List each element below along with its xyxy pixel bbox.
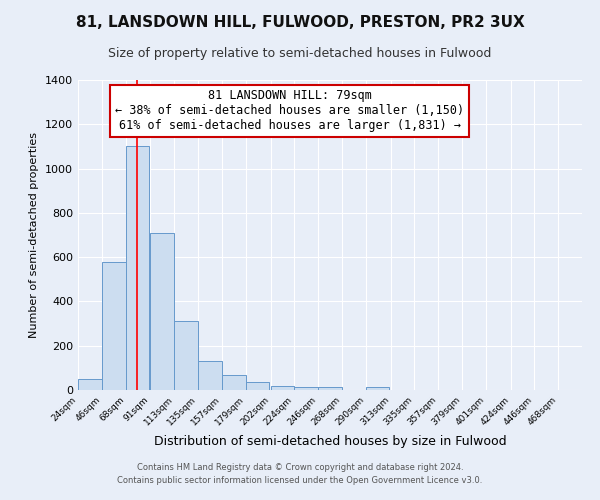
Bar: [318, 386, 342, 390]
Text: 81 LANSDOWN HILL: 79sqm
← 38% of semi-detached houses are smaller (1,150)
61% of: 81 LANSDOWN HILL: 79sqm ← 38% of semi-de…: [115, 90, 464, 132]
Bar: [151, 233, 174, 390]
Bar: [78, 379, 102, 390]
Bar: [295, 386, 318, 390]
Text: Contains HM Land Registry data © Crown copyright and database right 2024.
Contai: Contains HM Land Registry data © Crown c…: [118, 464, 482, 485]
Text: Size of property relative to semi-detached houses in Fulwood: Size of property relative to semi-detach…: [109, 48, 491, 60]
Text: 81, LANSDOWN HILL, FULWOOD, PRESTON, PR2 3UX: 81, LANSDOWN HILL, FULWOOD, PRESTON, PR2…: [76, 15, 524, 30]
Bar: [245, 382, 269, 390]
Bar: [125, 146, 149, 390]
Bar: [198, 361, 222, 390]
Y-axis label: Number of semi-detached properties: Number of semi-detached properties: [29, 132, 40, 338]
Bar: [174, 322, 198, 390]
Bar: [222, 374, 245, 390]
Bar: [365, 386, 389, 390]
X-axis label: Distribution of semi-detached houses by size in Fulwood: Distribution of semi-detached houses by …: [154, 436, 506, 448]
Bar: [271, 386, 295, 390]
Bar: [102, 262, 125, 390]
